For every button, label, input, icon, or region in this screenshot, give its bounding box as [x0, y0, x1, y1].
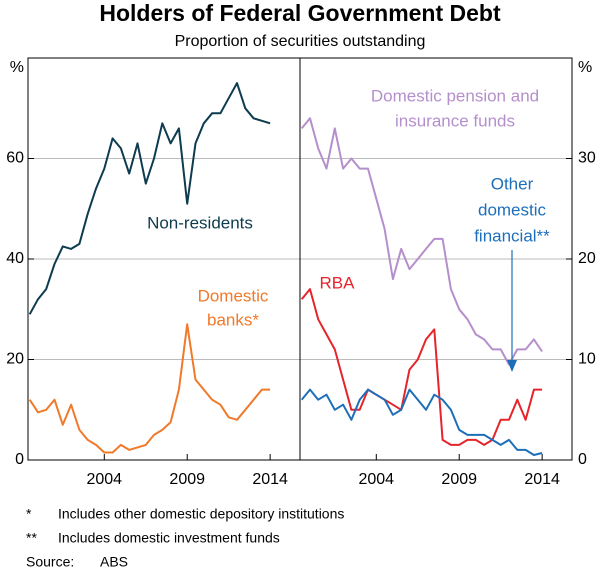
series-line: [300, 288, 543, 446]
source-text: ABS: [100, 554, 128, 570]
series-label: Other: [491, 174, 534, 193]
y-tick-label: 20: [578, 250, 596, 267]
note-text: Includes domestic investment funds: [58, 530, 280, 546]
y-tick-label: 40: [6, 250, 24, 267]
series-label: RBA: [320, 273, 356, 292]
series-line: [28, 82, 271, 315]
series-line: [300, 388, 543, 456]
x-tick-label: 2009: [169, 471, 205, 488]
series-label: financial**: [474, 226, 550, 245]
y-unit: %: [578, 59, 592, 76]
chart-title: Holders of Federal Government Debt: [99, 0, 501, 26]
note-mark: *: [26, 506, 32, 522]
y-unit: %: [10, 59, 24, 76]
y-tick-label: 30: [578, 150, 596, 167]
series-label: Domestic pension and: [371, 86, 539, 105]
x-tick-label: 2004: [358, 471, 394, 488]
source-label: Source:: [26, 554, 74, 570]
y-tick-label: 0: [578, 451, 587, 468]
series-label: Non-residents: [147, 213, 253, 232]
note-mark: **: [26, 530, 37, 546]
y-tick-label: 20: [6, 351, 24, 368]
x-tick-label: 2014: [524, 471, 560, 488]
x-tick-label: 2004: [86, 471, 122, 488]
series-line: [28, 323, 271, 454]
series-label: Domestic: [198, 286, 269, 305]
note-text: Includes other domestic depository insti…: [58, 506, 344, 522]
y-tick-label: 0: [15, 451, 24, 468]
series-line: [300, 117, 543, 366]
y-tick-label: 60: [6, 150, 24, 167]
y-tick-label: 10: [578, 351, 596, 368]
series-label: insurance funds: [395, 111, 515, 130]
chart-subtitle: Proportion of securities outstanding: [175, 33, 426, 50]
x-tick-label: 2009: [441, 471, 477, 488]
arrow-head: [507, 360, 517, 372]
series-label: banks*: [207, 310, 259, 329]
series-label: domestic: [478, 200, 547, 219]
x-tick-label: 2014: [252, 471, 288, 488]
